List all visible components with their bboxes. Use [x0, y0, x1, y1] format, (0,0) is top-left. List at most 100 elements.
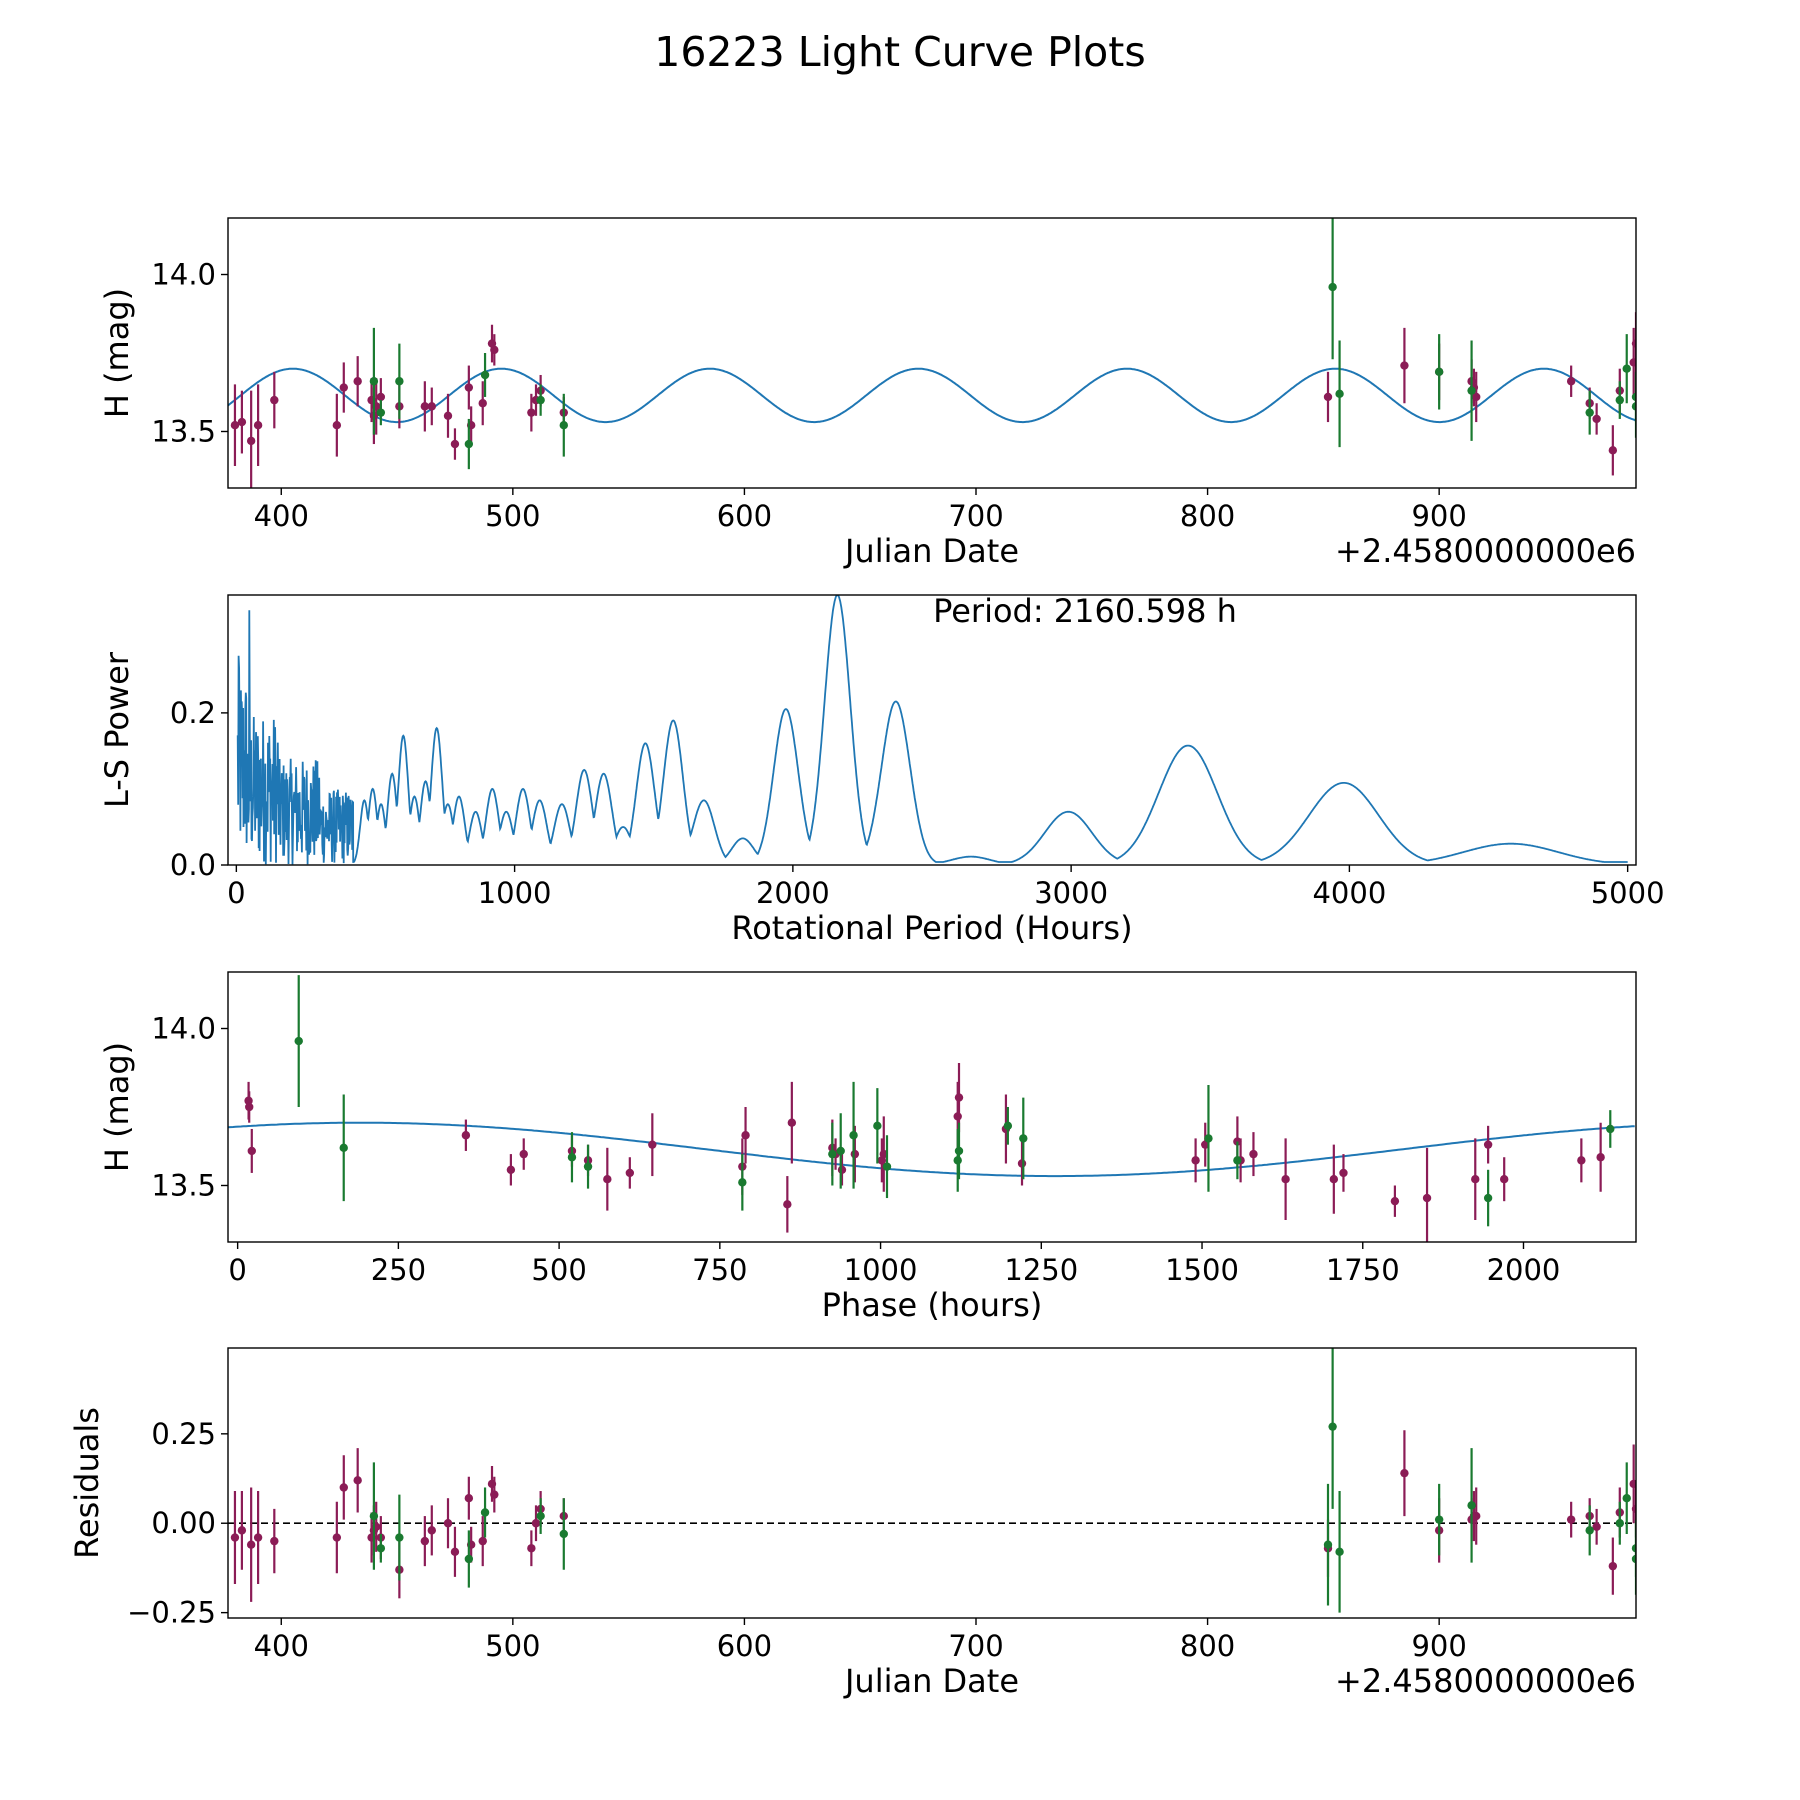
- data-point: [1434, 367, 1444, 377]
- data-point: [1622, 364, 1631, 373]
- axes-frame: [227, 594, 1637, 866]
- x-tick-label: 600: [717, 1629, 772, 1663]
- residuals-panel: 400 500 600 700 800 900 −0.25 0.00 0.25 Julian Da…: [68, 1347, 1637, 1700]
- data-point: [464, 439, 474, 449]
- x-tick-label: 800: [1180, 499, 1235, 533]
- x-axis-label: Phase (hours): [822, 1286, 1043, 1324]
- figure-title: 16223 Light Curve Plots: [654, 28, 1145, 76]
- data-point: [603, 1175, 612, 1184]
- data-point: [836, 1146, 845, 1156]
- data-point: [1467, 386, 1476, 395]
- x-tick-label: 0: [228, 1253, 246, 1287]
- series-magenta: [230, 1430, 1636, 1602]
- data-point: [837, 1165, 847, 1174]
- x-tick-label: 800: [1180, 1629, 1235, 1663]
- x-tick-label: 1500: [1165, 1253, 1239, 1287]
- data-point: [583, 1162, 593, 1171]
- data-point: [1631, 339, 1636, 348]
- data-point: [828, 1149, 837, 1159]
- x-offset-label: +2.4580000000e6: [1335, 1662, 1636, 1700]
- data-point: [376, 392, 386, 402]
- data-point: [1422, 1193, 1432, 1203]
- data-point: [1472, 392, 1481, 402]
- data-point: [332, 421, 342, 430]
- data-point: [420, 402, 430, 411]
- data-point: [1339, 1168, 1348, 1178]
- data-point: [490, 345, 499, 355]
- data-point: [246, 1540, 256, 1549]
- data-point: [1606, 1124, 1615, 1134]
- data-point: [1631, 402, 1636, 411]
- y-tick-label: 0.00: [151, 1506, 216, 1540]
- data-point: [1622, 1493, 1631, 1503]
- data-point: [954, 1146, 964, 1156]
- data-point: [376, 1544, 386, 1553]
- data-point: [879, 1149, 888, 1159]
- data-point: [1400, 1468, 1409, 1478]
- data-point: [1204, 1134, 1213, 1143]
- plot-area: [228, 218, 1636, 488]
- data-point: [294, 1036, 303, 1046]
- data-point: [339, 1483, 348, 1492]
- data-point: [567, 1153, 577, 1162]
- data-point: [559, 1529, 568, 1539]
- data-point: [1592, 414, 1601, 424]
- data-point: [850, 1149, 860, 1159]
- series-green: [369, 1348, 1636, 1613]
- data-point: [1390, 1196, 1400, 1206]
- y-axis-label: L-S Power: [98, 651, 136, 808]
- series-green: [369, 218, 1636, 470]
- x-tick-label: 250: [371, 1253, 426, 1287]
- data-point: [478, 399, 487, 408]
- data-point: [464, 1554, 474, 1564]
- series-magenta: [244, 1063, 1605, 1242]
- data-point: [461, 1131, 471, 1140]
- x-axis-label: Rotational Period (Hours): [731, 909, 1132, 947]
- data-point: [625, 1168, 635, 1178]
- data-point: [1629, 1479, 1636, 1489]
- data-point: [1631, 1504, 1636, 1514]
- data-point: [1467, 1501, 1476, 1510]
- data-point: [427, 1526, 436, 1535]
- data-point: [369, 377, 379, 386]
- x-tick-label: 600: [717, 499, 772, 533]
- data-point: [230, 421, 240, 430]
- data-point: [1019, 1134, 1028, 1143]
- data-point: [427, 402, 436, 411]
- data-point: [443, 1519, 453, 1528]
- y-tick-label: 13.5: [151, 414, 216, 448]
- data-point: [527, 1544, 536, 1553]
- x-tick-label: 1000: [844, 1253, 918, 1287]
- data-point: [270, 395, 279, 405]
- data-point: [1608, 446, 1618, 455]
- data-point: [464, 383, 474, 392]
- phase-folded-panel: 0 250 500 750 1000 1250 1500 1750 2000 13.5 14.0 Ph…: [98, 971, 1637, 1324]
- x-tick-label: 400: [254, 499, 309, 533]
- data-point: [1201, 1140, 1210, 1149]
- data-point: [536, 395, 545, 405]
- data-point: [783, 1200, 792, 1209]
- y-tick-label: 0.25: [151, 1417, 216, 1451]
- data-point: [253, 421, 263, 430]
- y-tick-label: 0.2: [170, 696, 216, 730]
- data-point: [464, 1493, 474, 1503]
- data-point: [1323, 1540, 1333, 1549]
- axes-frame: [227, 1347, 1637, 1619]
- data-point: [443, 411, 453, 420]
- data-point: [245, 1102, 254, 1112]
- data-point: [1608, 1561, 1618, 1571]
- data-point: [1328, 1422, 1337, 1431]
- y-axis-label: H (mag): [98, 288, 136, 418]
- data-point: [270, 1536, 279, 1546]
- data-point: [480, 1508, 490, 1517]
- data-point: [353, 1476, 362, 1485]
- data-point: [253, 1533, 263, 1542]
- x-tick-label: 2000: [1487, 1253, 1561, 1287]
- data-point: [1329, 1175, 1339, 1184]
- x-tick-label: 4000: [1312, 876, 1386, 910]
- y-axis-label: H (mag): [98, 1042, 136, 1172]
- x-axis-label: Julian Date: [843, 1662, 1019, 1700]
- data-point: [1335, 389, 1344, 399]
- x-tick-label: 500: [531, 1253, 586, 1287]
- data-point: [490, 1490, 499, 1499]
